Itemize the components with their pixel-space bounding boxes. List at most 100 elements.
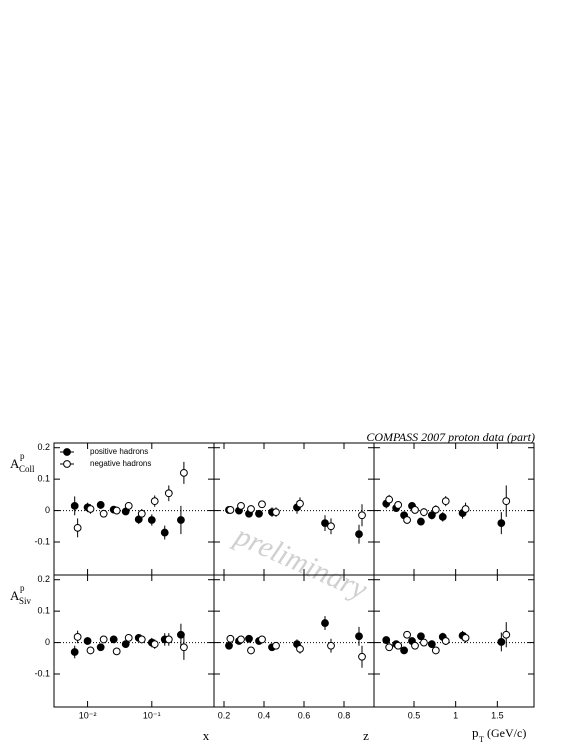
chart-title: COMPASS 2007 proton data (part) (366, 430, 535, 444)
marker (160, 528, 169, 537)
x-tick-label: 0.8 (338, 710, 351, 720)
legend-label: negative hadrons (90, 459, 151, 468)
marker (417, 632, 425, 641)
marker (112, 647, 121, 656)
marker (420, 638, 428, 647)
marker (124, 633, 133, 642)
marker (164, 635, 173, 644)
x-tick-label: 0.6 (298, 710, 311, 720)
marker (86, 505, 95, 513)
marker (147, 516, 156, 524)
y-axis-label-sup: p (20, 451, 25, 461)
marker (461, 633, 470, 642)
marker (427, 640, 436, 649)
marker (497, 638, 506, 646)
watermark: preliminary (228, 518, 372, 606)
marker (179, 643, 188, 652)
marker (226, 634, 235, 643)
x-tick-label: 0.5 (408, 710, 421, 720)
x-axis-label-unit: (GeV/c) (487, 726, 526, 740)
marker (438, 512, 447, 521)
marker (237, 501, 245, 510)
marker (431, 505, 440, 514)
marker (296, 644, 304, 653)
marker (382, 636, 391, 644)
marker (427, 511, 436, 520)
marker (109, 635, 118, 644)
x-tick-label: 1 (453, 710, 458, 720)
legend-marker (63, 460, 71, 468)
marker (497, 519, 506, 528)
marker (255, 509, 263, 518)
marker (441, 497, 450, 506)
marker (245, 634, 253, 643)
x-axis-label-sub: T (479, 735, 484, 744)
marker (73, 523, 82, 532)
marker (272, 508, 280, 517)
marker (327, 641, 335, 650)
marker (394, 641, 403, 650)
marker (226, 506, 235, 514)
marker (177, 516, 185, 524)
marker (358, 511, 366, 520)
x-tick-label: 0.2 (218, 710, 231, 720)
marker (150, 497, 159, 506)
marker (247, 505, 255, 513)
y-tick-label: 0 (45, 505, 50, 515)
marker (86, 646, 95, 655)
marker (99, 635, 108, 644)
marker (272, 641, 280, 650)
marker (112, 506, 121, 515)
marker (327, 522, 335, 531)
marker (137, 635, 146, 644)
marker (137, 509, 146, 518)
marker (96, 501, 105, 509)
marker (461, 505, 470, 513)
marker (441, 637, 450, 645)
marker (411, 506, 419, 514)
legend-marker (63, 448, 71, 456)
marker (385, 643, 394, 652)
marker (431, 646, 440, 655)
x-axis-label: p (472, 725, 479, 740)
y-tick-label: 0.2 (37, 442, 50, 452)
marker (124, 501, 133, 510)
marker (385, 495, 394, 504)
x-tick-label: 10⁻¹ (143, 710, 161, 720)
y-tick-label: -0.1 (34, 536, 50, 546)
marker (355, 632, 363, 641)
marker (394, 501, 403, 509)
y-tick-label: 0.1 (37, 474, 50, 484)
marker (321, 619, 329, 627)
x-axis-label: z (363, 728, 369, 743)
y-tick-label: 0.1 (37, 606, 50, 616)
marker (150, 640, 159, 649)
marker (164, 489, 173, 498)
x-tick-label: 1.5 (491, 710, 504, 720)
marker (502, 497, 511, 506)
marker (417, 517, 425, 526)
y-axis-label: A (10, 588, 20, 603)
marker (502, 630, 511, 639)
marker (420, 508, 428, 517)
y-axis-label-sup: p (20, 583, 25, 593)
marker (73, 633, 82, 641)
x-axis-label: x (203, 728, 210, 743)
legend-label: positive hadrons (90, 447, 148, 456)
marker (70, 501, 79, 510)
x-tick-label: 10⁻² (79, 710, 97, 720)
marker (403, 516, 411, 524)
y-tick-label: 0.2 (37, 574, 50, 584)
marker (237, 635, 245, 644)
marker (411, 641, 419, 650)
marker (83, 637, 92, 645)
marker (321, 519, 329, 528)
marker (96, 643, 105, 652)
y-axis-label-sub: Siv (19, 596, 32, 606)
y-axis-label-sub: Coll (19, 464, 35, 474)
x-tick-label: 0.4 (258, 710, 271, 720)
marker (358, 652, 366, 661)
marker (258, 500, 266, 509)
marker (70, 648, 79, 656)
